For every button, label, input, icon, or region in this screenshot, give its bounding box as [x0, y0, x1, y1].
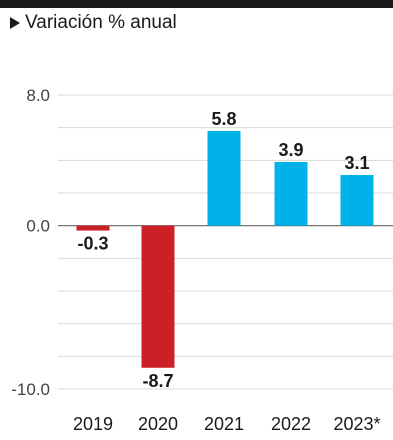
x-tick-label: 2022	[271, 414, 311, 434]
subtitle-row: Variación % anual	[10, 12, 177, 34]
bar	[141, 225, 175, 368]
triangle-marker-icon	[10, 17, 20, 29]
bar-value-label: 3.1	[344, 153, 369, 173]
x-tick-label: 2019	[73, 414, 113, 434]
bar	[207, 130, 241, 226]
title-strip	[0, 0, 393, 8]
bar-value-label: 5.8	[211, 109, 236, 129]
bar-value-label: -8.7	[142, 371, 173, 391]
bar	[340, 175, 374, 226]
y-tick-label: 8.0	[26, 86, 50, 105]
x-tick-label: 2023*	[333, 414, 380, 434]
chart-subtitle: Variación % anual	[25, 12, 177, 33]
y-tick-label: -10.0	[11, 380, 50, 399]
x-tick-label: 2020	[138, 414, 178, 434]
x-tick-label: 2021	[204, 414, 244, 434]
y-tick-label: 0.0	[26, 217, 50, 236]
bar	[76, 225, 110, 231]
bar-value-label: 3.9	[278, 140, 303, 160]
bar	[274, 161, 308, 226]
bar-value-label: -0.3	[77, 234, 108, 254]
